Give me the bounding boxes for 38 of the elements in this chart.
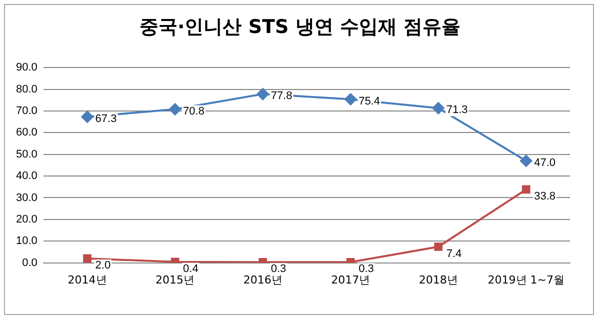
data-label: 2.0 <box>95 259 111 272</box>
y-tick-label: 90.0 <box>16 62 38 74</box>
data-label: 75.4 <box>358 95 380 108</box>
point <box>344 93 357 106</box>
data-label: 47.0 <box>534 156 556 169</box>
point <box>520 154 532 167</box>
data-label: 71.3 <box>446 104 468 116</box>
data-label: 70.8 <box>183 105 204 118</box>
y-tick-label: 80.0 <box>16 83 38 96</box>
y-tick-label: 20.0 <box>16 213 38 226</box>
x-tick-label: 2019년 1~7월 <box>488 273 564 286</box>
y-tick-label: 40.0 <box>16 170 38 182</box>
y-tick-label: 0.0 <box>22 256 38 269</box>
point <box>169 103 182 116</box>
point <box>83 254 92 263</box>
x-tick-label: 2015년 <box>156 273 195 286</box>
y-tick-label: 30.0 <box>16 192 38 204</box>
data-label: 0.3 <box>270 263 286 276</box>
x-tick-label: 2018년 <box>418 273 458 286</box>
x-tick-label: 2017년 <box>331 273 370 286</box>
y-tick-label: 10.0 <box>16 235 38 248</box>
point <box>522 185 530 194</box>
data-label: 7.4 <box>446 248 462 260</box>
chart-title: 중국·인니산 STS 냉연 수입재 점유율 <box>138 15 462 40</box>
x-tick-label: 2016년 <box>243 273 282 286</box>
data-label: 0.4 <box>183 262 198 275</box>
data-label: 77.8 <box>270 90 292 102</box>
data-label: 67.3 <box>95 112 117 125</box>
point <box>256 88 269 100</box>
x-tick-label: 2014년 <box>68 273 107 286</box>
point <box>81 110 94 123</box>
y-tick-label: 70.0 <box>16 105 38 118</box>
y-tick-label: 50.0 <box>16 148 38 160</box>
y-tick-label: 60.0 <box>16 126 38 139</box>
point <box>434 242 443 251</box>
data-label: 33.8 <box>534 190 556 203</box>
data-label: 0.3 <box>358 263 374 276</box>
point <box>432 102 444 114</box>
